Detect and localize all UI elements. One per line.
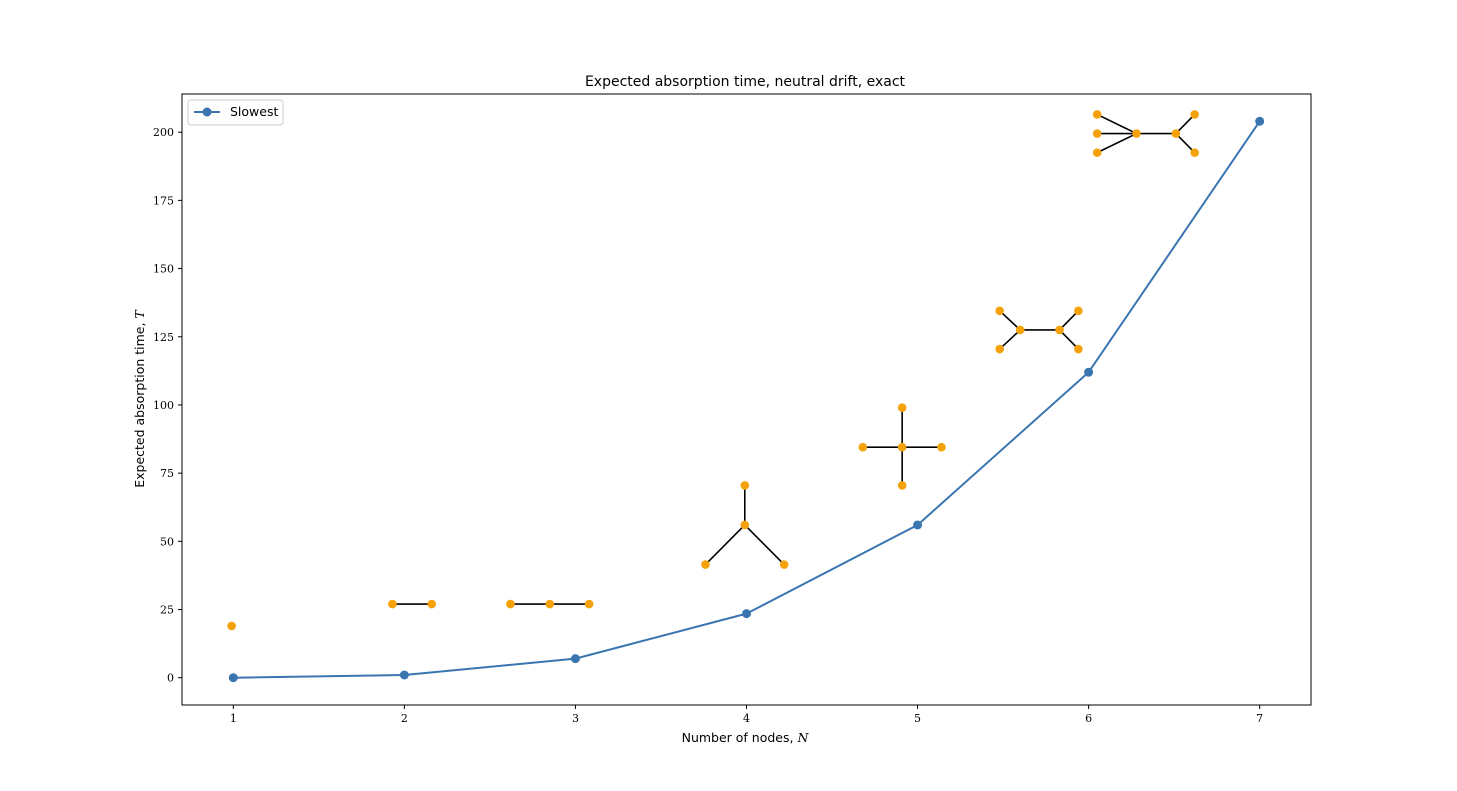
graph-edge (704, 524, 746, 566)
graph-annotation-7-nodes (1092, 110, 1199, 157)
graph-edge (744, 524, 785, 566)
x-tick-label: 2 (401, 712, 408, 725)
y-tick-label: 25 (160, 604, 174, 617)
graph-node (227, 621, 236, 631)
graph-node (740, 520, 750, 530)
graph-node (1015, 325, 1025, 335)
x-tick-label: 6 (1085, 712, 1092, 725)
graph-node (1132, 129, 1141, 138)
graph-node (858, 442, 868, 452)
graph-node (995, 306, 1004, 316)
graph-node (897, 403, 907, 412)
graph-annotation-6-nodes (995, 306, 1083, 354)
data-point-slowest (913, 520, 923, 530)
legend-marker-slowest (202, 107, 212, 117)
graph-node (1092, 148, 1102, 157)
data-point-slowest (742, 609, 751, 619)
legend-box (187, 99, 284, 126)
data-point-slowest (399, 670, 409, 680)
graph-annotation-1-nodes (227, 621, 236, 631)
x-axis-label-variable: N (796, 730, 809, 745)
y-tick-label: 0 (167, 672, 174, 685)
y-axis-label: Expected absorption time, T (132, 309, 147, 488)
x-tick-label: 4 (743, 712, 750, 725)
graph-node (937, 442, 946, 452)
graph-edge (999, 310, 1021, 331)
y-axis-label-text: Expected absorption time, (132, 319, 147, 488)
x-axis: 1 2 3 4 5 6 7 (230, 705, 1263, 725)
graph-edge (1096, 113, 1137, 135)
x-tick-label: 3 (572, 712, 579, 725)
graph-edge (999, 329, 1021, 350)
legend: Slowest (187, 99, 284, 126)
graph-node (1092, 110, 1102, 119)
graph-node (897, 442, 907, 452)
y-tick-label: 125 (153, 331, 174, 344)
data-point-slowest (1084, 367, 1094, 377)
graph-node (1190, 148, 1199, 157)
y-tick-label: 50 (160, 535, 174, 548)
y-tick-label: 75 (160, 467, 174, 480)
legend-label-slowest: Slowest (230, 104, 278, 119)
graph-edge (1175, 132, 1196, 154)
graph-node (388, 599, 397, 609)
series-line-slowest (233, 120, 1261, 679)
graph-edge (1096, 132, 1137, 154)
graph-node (1171, 129, 1181, 138)
series-layer (228, 116, 1265, 683)
x-tick-label: 7 (1256, 712, 1263, 725)
data-point-slowest (570, 654, 580, 664)
y-axis: 0 25 50 75 100 125 150 175 200 (153, 126, 182, 685)
graph-node (1055, 325, 1064, 335)
graph-annotation-5-nodes (858, 403, 946, 490)
graph-node (1074, 344, 1083, 354)
graph-node (701, 560, 710, 569)
graph-node (897, 481, 907, 490)
graph-edge (1058, 329, 1079, 350)
y-axis-label-variable: T (132, 309, 147, 319)
y-tick-label: 150 (153, 263, 174, 276)
x-axis-label-text: Number of nodes, (682, 730, 798, 745)
graph-node (427, 599, 437, 609)
y-tick-label: 175 (153, 194, 174, 207)
graph-annotation-4-nodes (701, 481, 789, 569)
graph-node (584, 599, 594, 609)
x-axis-label: Number of nodes, N (682, 730, 810, 745)
graph-node (545, 599, 555, 609)
data-point-slowest (1255, 116, 1265, 126)
data-point-slowest (228, 673, 238, 683)
graph-annotation-2-nodes (388, 599, 437, 609)
graph-node (1092, 129, 1102, 138)
graph-edge (1175, 113, 1196, 135)
y-tick-label: 200 (153, 126, 174, 139)
x-tick-label: 1 (230, 712, 237, 725)
chart-title: Expected absorption time, neutral drift,… (585, 74, 906, 90)
y-tick-label: 100 (153, 399, 174, 412)
graph-edge (1058, 310, 1079, 331)
graph-node (1190, 110, 1199, 119)
graph-annotations (227, 110, 1199, 631)
graph-node (506, 599, 515, 609)
graph-node (995, 344, 1004, 354)
graph-node (1074, 306, 1083, 316)
x-tick-label: 5 (914, 712, 921, 725)
graph-annotation-3-nodes (506, 599, 594, 609)
graph-node (779, 560, 789, 569)
graph-node (740, 481, 750, 490)
